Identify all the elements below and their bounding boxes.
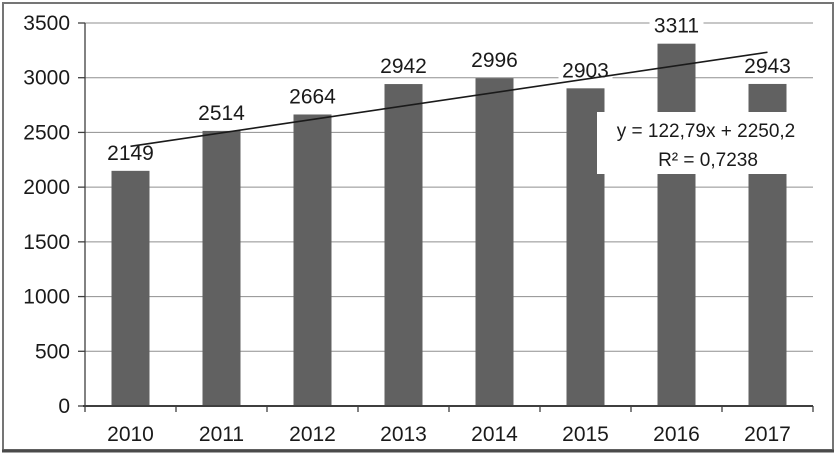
bar — [384, 84, 423, 406]
trendline-equation-text: y = 122,79x + 2250,2 — [617, 121, 796, 142]
x-axis-label: 2014 — [471, 423, 518, 446]
y-axis-label: 3000 — [23, 67, 70, 90]
x-axis-label: 2016 — [653, 423, 700, 446]
y-axis-label: 500 — [35, 340, 70, 363]
bar — [475, 78, 514, 406]
axes — [78, 22, 814, 412]
y-axis-label: 0 — [58, 395, 70, 418]
bar — [202, 130, 241, 406]
y-axis-label: 1000 — [23, 286, 70, 309]
bar-value-label: 3311 — [654, 15, 699, 38]
bar — [657, 43, 696, 406]
bar-value-label: 2996 — [471, 49, 518, 72]
bar-value-labels: 2149 2514 2664 2942 2996 2903 3311 2943 — [103, 13, 795, 165]
x-axis-label: 2017 — [744, 423, 791, 446]
bar — [293, 114, 332, 406]
gridlines — [85, 22, 813, 352]
y-axis-label: 3500 — [23, 12, 70, 35]
y-axis-label: 2500 — [23, 121, 70, 144]
bar-value-label-background — [558, 58, 613, 81]
bar-value-label-background — [467, 48, 522, 71]
bar-value-label: 2149 — [107, 142, 154, 165]
x-axis-label: 2010 — [107, 423, 154, 446]
x-axis-label: 2012 — [289, 423, 336, 446]
bar-value-label: 2664 — [289, 85, 336, 108]
bar-value-label: 2943 — [744, 55, 791, 78]
bar-value-label: 2514 — [198, 102, 245, 125]
bar-value-label-background — [285, 84, 340, 107]
bar — [111, 170, 150, 406]
y-axis-label: 1500 — [23, 231, 70, 254]
r-squared-text: R² = 0,7238 — [658, 150, 758, 171]
bar-value-label-background — [740, 53, 795, 76]
bar-value-label-background — [649, 13, 704, 36]
bar-value-label-background — [103, 140, 158, 163]
x-axis-label: 2011 — [199, 423, 244, 446]
bar-value-label: 2903 — [562, 59, 609, 82]
x-axis-label: 2015 — [562, 423, 609, 446]
bar-value-label-background — [376, 54, 431, 77]
equation-background — [597, 112, 813, 174]
trendline-equation-label: y = 122,79x + 2250,2 R² = 0,7238 — [597, 112, 813, 174]
trendline — [130, 51, 768, 148]
axis-tick-labels: 0 500 1000 1500 2000 2500 3000 3500 2010 2011 2012… — [23, 12, 791, 446]
y-axis-label: 2000 — [23, 176, 70, 199]
bar-value-label: 2942 — [380, 55, 427, 78]
bar-value-label-background — [194, 100, 249, 123]
x-axis-label: 2013 — [380, 423, 427, 446]
